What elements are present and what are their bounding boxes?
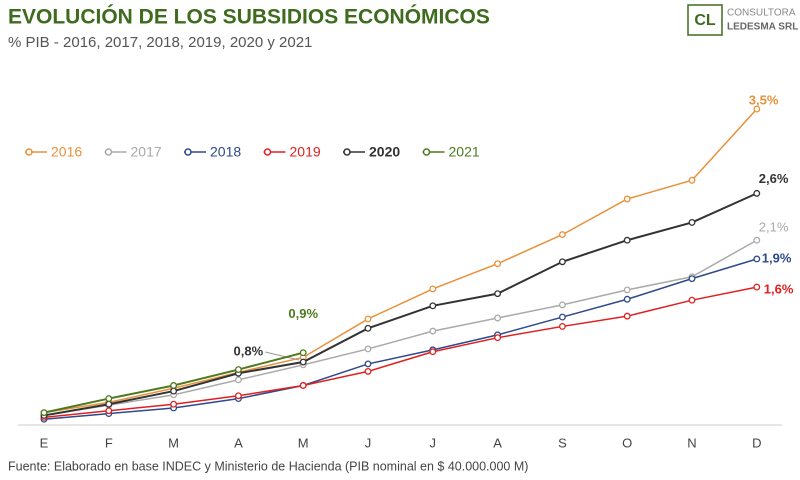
data-label: 1,9% [762,250,792,265]
data-point [688,218,696,226]
data-point [429,285,437,293]
data-point [105,395,113,403]
legend-label: 2020 [369,144,400,160]
data-point [558,322,566,330]
data-point [429,302,437,310]
data-point [170,400,178,408]
data-point [688,176,696,184]
data-point [753,283,761,291]
data-point [429,327,437,335]
x-tick-label: E [40,435,49,450]
data-point [40,409,48,417]
data-point [623,286,631,294]
series-line [43,108,758,414]
x-tick-label: A [493,435,502,450]
data-label: 0,8% [234,343,264,358]
data-point [558,313,566,321]
legend-label: 2021 [449,144,480,160]
data-point [558,258,566,266]
x-tick-label: S [558,435,567,450]
legend-label: 2018 [210,144,241,160]
data-point [299,382,307,389]
source-note: Fuente: Elaborado en base INDEC y Minist… [8,459,528,473]
data-point [753,236,761,244]
chart-subtitle: % PIB - 2016, 2017, 2018, 2019, 2020 y 2… [8,34,312,51]
logo-box [687,4,723,36]
data-point [364,367,372,375]
data-point [688,296,696,304]
series-line [43,286,757,419]
x-tick-label: J [430,435,437,450]
x-tick-label: O [622,435,632,450]
data-point [299,349,307,357]
data-point [494,290,502,298]
legend-label: 2019 [290,144,321,160]
data-label: 3,5% [749,92,779,107]
data-point [494,260,502,268]
series-line [43,192,758,417]
x-tick-label: F [105,435,113,450]
data-label: 1,6% [764,282,794,297]
data-point [234,366,242,373]
x-tick-label: N [687,435,696,450]
data-point [494,334,502,342]
x-tick-label: M [168,435,179,450]
data-label: 0,9% [288,306,318,321]
x-tick-label: A [234,435,243,450]
legend-marker [25,148,33,156]
series-line [43,239,758,417]
data-point [753,105,761,113]
data-point [558,301,566,309]
data-point [170,387,178,395]
data-point [494,314,502,322]
legend-marker [263,148,272,156]
x-tick-label: J [365,435,372,450]
data-point [558,231,566,239]
data-point [299,358,307,366]
logo-line: CONSULTORA [727,8,796,19]
data-point [623,195,631,203]
data-point [429,348,437,356]
data-label: 2,6% [759,171,789,186]
series-line [43,258,758,420]
legend-label: 2016 [51,144,82,160]
legend-marker [422,148,431,156]
legend-label: 2017 [131,144,162,160]
data-point [623,295,631,303]
chart-title: EVOLUCIÓN DE LOS SUBSIDIOS ECONÓMICOS [8,5,490,29]
data-label: 2,1% [759,220,789,235]
data-point [753,189,761,197]
logo-mark: CL [694,12,716,29]
legend-marker [184,148,192,156]
data-point [364,360,372,368]
data-point [623,236,631,244]
data-point [688,275,696,283]
logo: CL CONSULTORA LEDESMA SRL [687,4,798,36]
legend-marker [104,148,113,156]
data-point [105,407,113,415]
data-point [170,382,178,389]
logo-line: LEDESMA SRL [727,22,798,33]
data-point [234,392,242,400]
data-point [753,255,761,263]
data-point [364,345,372,353]
x-tick-label: M [298,435,309,450]
legend-marker [343,148,351,156]
data-point [105,400,113,408]
x-tick-label: D [752,435,761,450]
data-point [623,312,631,320]
data-point [364,324,372,332]
leader-line [265,351,300,361]
data-point [234,376,242,384]
data-point [364,315,372,323]
